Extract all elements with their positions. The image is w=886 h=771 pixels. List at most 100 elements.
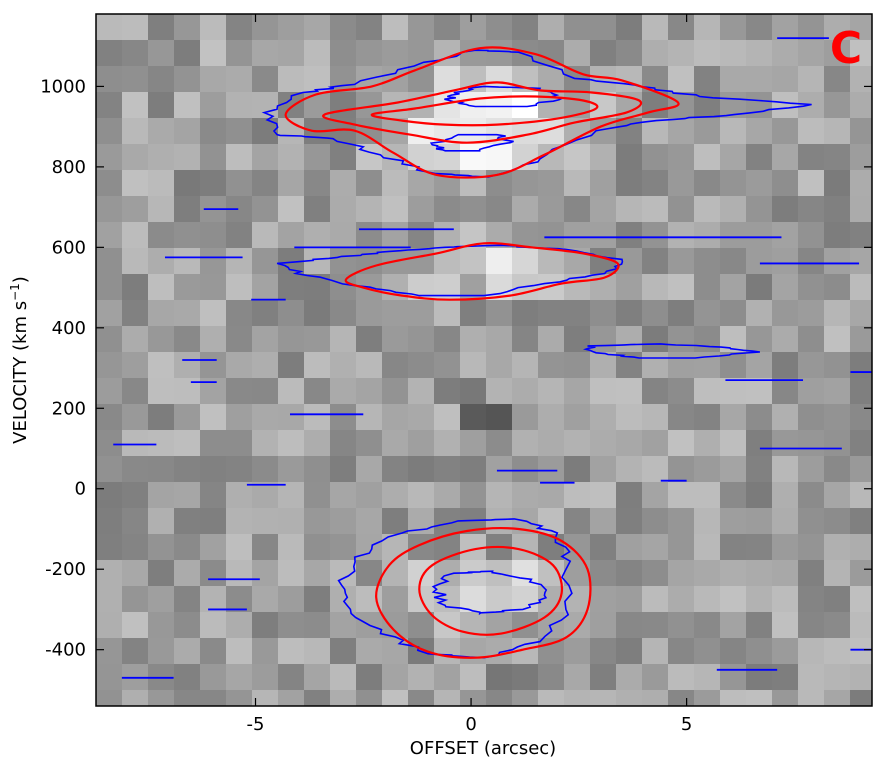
heatmap-cell xyxy=(538,430,564,456)
heatmap-cell xyxy=(96,40,122,66)
heatmap-cell xyxy=(772,664,798,690)
heatmap-cell xyxy=(96,378,122,404)
heatmap-cell xyxy=(590,664,616,690)
heatmap-cell xyxy=(642,612,668,638)
heatmap-cell xyxy=(278,196,304,222)
heatmap-cell xyxy=(590,430,616,456)
heatmap-cell xyxy=(564,196,590,222)
heatmap-cell xyxy=(512,560,538,586)
heatmap-cell xyxy=(304,300,330,326)
heatmap-cell xyxy=(382,508,408,534)
heatmap-cell xyxy=(408,66,434,92)
heatmap-cell xyxy=(434,222,460,248)
heatmap-cell xyxy=(590,482,616,508)
heatmap-cell xyxy=(642,690,668,706)
heatmap-cell xyxy=(590,352,616,378)
heatmap-cell xyxy=(278,14,304,40)
heatmap-cell xyxy=(642,170,668,196)
heatmap-cell xyxy=(278,430,304,456)
heatmap-cell xyxy=(486,664,512,690)
heatmap-cell xyxy=(122,196,148,222)
heatmap-cell xyxy=(330,690,356,706)
heatmap-cell xyxy=(746,222,772,248)
heatmap-cell xyxy=(148,690,174,706)
heatmap-cell xyxy=(96,690,122,706)
red-contour-upper-outer xyxy=(284,46,680,179)
heatmap-cell xyxy=(720,274,746,300)
heatmap-cell xyxy=(96,300,122,326)
heatmap-cell xyxy=(278,144,304,170)
heatmap-cell xyxy=(304,482,330,508)
heatmap-cell xyxy=(304,612,330,638)
heatmap-cell xyxy=(850,612,872,638)
heatmap-cell xyxy=(486,508,512,534)
heatmap-cell xyxy=(434,326,460,352)
heatmap-cell xyxy=(148,378,174,404)
heatmap-cell xyxy=(408,378,434,404)
heatmap-cell xyxy=(356,430,382,456)
heatmap-cell xyxy=(616,378,642,404)
heatmap-cell xyxy=(148,508,174,534)
heatmap-cell xyxy=(746,326,772,352)
red-contour-upper-core xyxy=(370,95,599,127)
heatmap-cell xyxy=(616,248,642,274)
heatmap-cell xyxy=(850,196,872,222)
heatmap-cell xyxy=(226,274,252,300)
heatmap-cell xyxy=(564,144,590,170)
heatmap-cell xyxy=(304,66,330,92)
heatmap-cell xyxy=(642,456,668,482)
heatmap-cell xyxy=(512,378,538,404)
heatmap-cell xyxy=(772,274,798,300)
heatmap-cell xyxy=(798,144,824,170)
heatmap-cell xyxy=(278,534,304,560)
heatmap-cell xyxy=(798,326,824,352)
heatmap-cell xyxy=(824,508,850,534)
heatmap-cell xyxy=(746,586,772,612)
heatmap-cell xyxy=(226,170,252,196)
heatmap-cell xyxy=(434,404,460,430)
heatmap-cell xyxy=(200,638,226,664)
heatmap-cell xyxy=(772,196,798,222)
heatmap-cell xyxy=(148,404,174,430)
heatmap-cell xyxy=(382,690,408,706)
heatmap-cell xyxy=(122,456,148,482)
heatmap-cell xyxy=(486,66,512,92)
heatmap-cell xyxy=(304,222,330,248)
heatmap-cell xyxy=(174,14,200,40)
heatmap-cell xyxy=(850,14,872,40)
heatmap-cell xyxy=(278,638,304,664)
heatmap-cell xyxy=(148,456,174,482)
heatmap-cell xyxy=(408,482,434,508)
heatmap-cell xyxy=(642,144,668,170)
heatmap-cell xyxy=(590,92,616,118)
heatmap-cell xyxy=(642,482,668,508)
heatmap-cell xyxy=(304,690,330,706)
heatmap-cell xyxy=(746,300,772,326)
heatmap-cell xyxy=(512,144,538,170)
heatmap-cell xyxy=(122,404,148,430)
heatmap-cell xyxy=(798,560,824,586)
heatmap-cell xyxy=(278,40,304,66)
heatmap-cell xyxy=(564,482,590,508)
heatmap-cell xyxy=(538,300,564,326)
heatmap-cell xyxy=(96,248,122,274)
heatmap-cell xyxy=(382,14,408,40)
heatmap-cell xyxy=(694,534,720,560)
heatmap-cell xyxy=(200,482,226,508)
heatmap-cell xyxy=(96,222,122,248)
heatmap-cell xyxy=(512,456,538,482)
heatmap-cell xyxy=(330,456,356,482)
heatmap-cell xyxy=(174,222,200,248)
heatmap-cell xyxy=(408,222,434,248)
heatmap-cell xyxy=(668,430,694,456)
heatmap-cell xyxy=(746,482,772,508)
heatmap-cell xyxy=(434,352,460,378)
heatmap-cell xyxy=(824,430,850,456)
heatmap-cell xyxy=(460,300,486,326)
heatmap-cell xyxy=(304,638,330,664)
heatmap-cell xyxy=(720,144,746,170)
heatmap-cell xyxy=(278,456,304,482)
heatmap-cell xyxy=(694,430,720,456)
heatmap-cell xyxy=(486,586,512,612)
